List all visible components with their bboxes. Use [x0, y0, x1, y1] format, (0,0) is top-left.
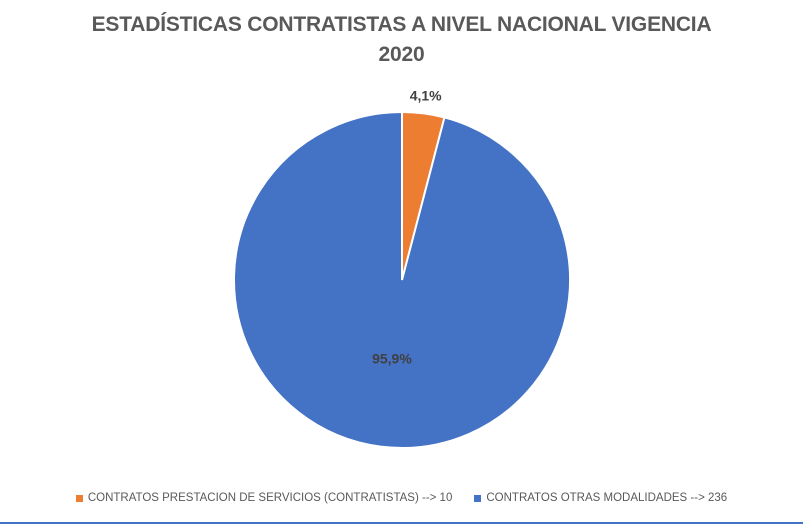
data-label-prestacion: 4,1%	[410, 88, 442, 104]
legend-swatch-prestacion	[75, 494, 83, 502]
legend: CONTRATOS PRESTACION DE SERVICIOS (CONTR…	[0, 492, 803, 504]
legend-item-prestacion: CONTRATOS PRESTACION DE SERVICIOS (CONTR…	[75, 492, 453, 504]
legend-label-prestacion: CONTRATOS PRESTACION DE SERVICIOS (CONTR…	[87, 492, 453, 504]
data-label-otras: 95,9%	[372, 350, 412, 366]
chart-title-line-1: ESTADÍSTICAS CONTRATISTAS A NIVEL NACION…	[91, 13, 712, 36]
legend-label-otras: CONTRATOS OTRAS MODALIDADES --> 236	[486, 492, 728, 504]
chart-title-line-2: 2020	[378, 43, 425, 66]
legend-swatch-otras	[474, 494, 482, 502]
chart-title: ESTADÍSTICAS CONTRATISTAS A NIVEL NACION…	[80, 10, 723, 70]
legend-item-otras: CONTRATOS OTRAS MODALIDADES --> 236	[474, 492, 727, 504]
pie-slice-otras	[233, 110, 571, 449]
